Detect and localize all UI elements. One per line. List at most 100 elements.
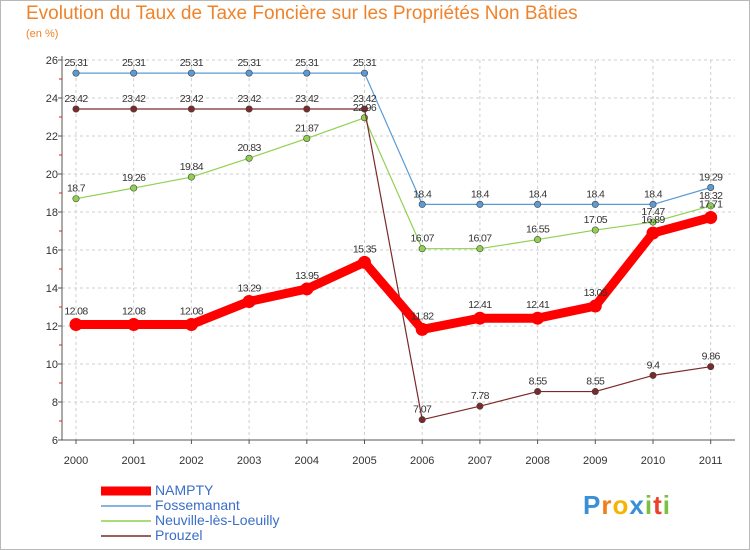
data-point bbox=[531, 311, 545, 325]
data-label: 12.08 bbox=[180, 305, 204, 317]
data-point bbox=[649, 200, 657, 208]
proxiti-logo: Proxiti bbox=[583, 490, 671, 520]
data-label: 25.31 bbox=[295, 57, 319, 69]
data-point bbox=[646, 226, 660, 240]
data-point bbox=[300, 282, 314, 296]
data-point bbox=[534, 236, 542, 244]
data-point bbox=[649, 371, 657, 379]
y-tick-label: 24 bbox=[46, 93, 58, 105]
x-tick-label: 2004 bbox=[295, 455, 319, 467]
data-point bbox=[187, 105, 195, 113]
y-tick-label: 16 bbox=[46, 245, 58, 257]
data-point bbox=[707, 202, 715, 210]
data-point bbox=[588, 299, 602, 313]
y-tick-label: 12 bbox=[46, 321, 58, 333]
data-label: 19.84 bbox=[180, 161, 204, 173]
data-label: 25.31 bbox=[180, 57, 204, 69]
x-tick-label: 2006 bbox=[410, 455, 434, 467]
data-point bbox=[130, 184, 138, 192]
data-label: 19.29 bbox=[699, 171, 723, 183]
data-label: 13.95 bbox=[295, 270, 319, 282]
x-tick-label: 2009 bbox=[583, 455, 607, 467]
legend-item-label: NAMPTY bbox=[155, 482, 214, 498]
data-label: 25.31 bbox=[122, 57, 146, 69]
x-tick-label: 2007 bbox=[468, 455, 492, 467]
data-point bbox=[418, 416, 426, 424]
data-point bbox=[130, 105, 138, 113]
y-tick-label: 14 bbox=[46, 283, 58, 295]
data-point bbox=[707, 363, 715, 371]
data-point bbox=[473, 311, 487, 325]
data-label: 18.4 bbox=[586, 188, 605, 200]
data-label: 25.31 bbox=[353, 57, 377, 69]
data-point bbox=[649, 218, 657, 226]
data-label: 16.89 bbox=[641, 214, 665, 226]
data-point bbox=[303, 69, 311, 77]
data-label: 22.96 bbox=[353, 102, 377, 114]
data-point bbox=[476, 245, 484, 253]
data-point bbox=[476, 402, 484, 410]
data-label: 25.31 bbox=[237, 57, 261, 69]
data-label: 8.55 bbox=[529, 376, 548, 388]
data-label: 18.7 bbox=[67, 183, 86, 195]
data-point bbox=[534, 200, 542, 208]
data-label: 18.4 bbox=[413, 188, 432, 200]
data-point bbox=[418, 200, 426, 208]
data-label: 23.42 bbox=[237, 93, 261, 105]
data-point bbox=[72, 105, 80, 113]
data-point bbox=[418, 245, 426, 253]
data-label: 7.07 bbox=[413, 404, 432, 416]
data-point bbox=[360, 105, 368, 113]
data-label: 16.55 bbox=[526, 224, 550, 236]
data-point bbox=[303, 105, 311, 113]
data-label: 12.41 bbox=[526, 299, 550, 311]
data-label: 13.05 bbox=[584, 287, 608, 299]
data-point bbox=[415, 322, 429, 336]
data-point bbox=[72, 195, 80, 203]
x-tick-label: 2011 bbox=[699, 455, 723, 467]
x-tick-label: 2003 bbox=[237, 455, 261, 467]
data-point bbox=[72, 69, 80, 77]
data-label: 18.4 bbox=[529, 188, 548, 200]
data-label: 7.78 bbox=[471, 390, 490, 402]
data-point bbox=[242, 294, 256, 308]
data-label: 23.42 bbox=[64, 93, 88, 105]
y-tick-label: 6 bbox=[52, 435, 58, 447]
legend-item-label: Neuville-lès-Loeuilly bbox=[155, 512, 280, 528]
data-label: 17.71 bbox=[699, 199, 723, 211]
x-tick-label: 2010 bbox=[641, 455, 665, 467]
x-tick-label: 2002 bbox=[179, 455, 203, 467]
data-point bbox=[184, 317, 198, 331]
data-label: 13.29 bbox=[237, 282, 261, 294]
series-line-neuville-l-s-loeuilly bbox=[75, 117, 712, 250]
y-axis-unit-label: (en %) bbox=[26, 28, 59, 40]
data-label: 9.4 bbox=[647, 359, 661, 371]
data-label: 9.86 bbox=[702, 351, 721, 363]
data-point bbox=[591, 388, 599, 396]
data-label: 11.82 bbox=[411, 310, 434, 322]
legend-item-label: Fossemanant bbox=[155, 497, 240, 513]
data-label: 18.4 bbox=[471, 188, 490, 200]
y-tick-label: 20 bbox=[46, 169, 58, 181]
data-point bbox=[187, 173, 195, 181]
data-label: 17.47 bbox=[641, 206, 665, 218]
data-point bbox=[591, 226, 599, 234]
data-label: 23.42 bbox=[122, 93, 146, 105]
data-label: 23.42 bbox=[295, 93, 319, 105]
data-point bbox=[245, 69, 253, 77]
data-point bbox=[534, 388, 542, 396]
data-point bbox=[707, 183, 715, 191]
x-tick-label: 2008 bbox=[525, 455, 549, 467]
x-tick-label: 2001 bbox=[121, 455, 145, 467]
series-line-nampty bbox=[71, 213, 716, 334]
data-label: 21.87 bbox=[295, 122, 319, 134]
y-tick-label: 22 bbox=[46, 131, 58, 143]
data-point bbox=[360, 69, 368, 77]
data-point bbox=[591, 200, 599, 208]
data-label: 19.26 bbox=[122, 172, 146, 184]
data-label: 8.55 bbox=[586, 376, 605, 388]
data-label: 16.07 bbox=[468, 233, 492, 245]
data-point bbox=[476, 200, 484, 208]
y-tick-label: 10 bbox=[46, 359, 58, 371]
